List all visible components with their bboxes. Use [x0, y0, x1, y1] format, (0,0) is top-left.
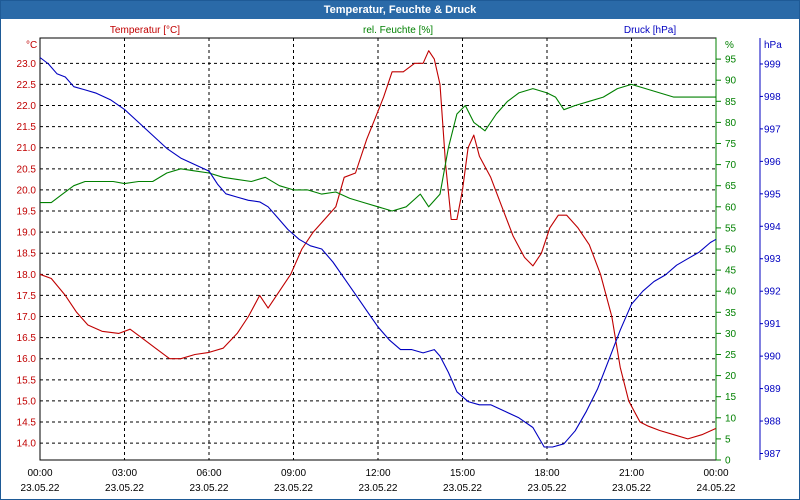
- x-tick-date-label: 23.05.22: [105, 483, 144, 494]
- hum-tick-label: 60: [725, 202, 737, 213]
- chart-title: Temperatur, Feuchte & Druck: [1, 1, 799, 19]
- x-tick-date-label: 23.05.22: [274, 483, 313, 494]
- press-tick-label: 995: [764, 189, 781, 200]
- hum-tick-label: 35: [725, 308, 737, 319]
- x-tick-time-label: 00:00: [703, 468, 728, 479]
- x-tick-date-label: 23.05.22: [612, 483, 651, 494]
- temp-tick-label: 21.5: [17, 122, 37, 133]
- temp-tick-label: 17.5: [17, 291, 37, 302]
- hum-tick-label: 50: [725, 245, 737, 256]
- hum-unit-label: %: [725, 40, 734, 51]
- temp-tick-label: 19.0: [17, 228, 37, 239]
- series-line-hum: [40, 83, 716, 212]
- temp-tick-label: 15.0: [17, 396, 37, 407]
- hum-tick-label: 95: [725, 55, 737, 66]
- hum-tick-label: 40: [725, 287, 737, 298]
- hum-tick-label: 70: [725, 160, 737, 171]
- x-tick-time-label: 06:00: [196, 468, 221, 479]
- temp-tick-label: 19.5: [17, 207, 37, 218]
- temp-tick-label: 14.5: [17, 418, 37, 429]
- x-tick-date-label: 23.05.22: [359, 483, 398, 494]
- x-tick-time-label: 18:00: [534, 468, 559, 479]
- press-tick-label: 997: [764, 124, 781, 135]
- x-tick-date-label: 23.05.22: [443, 483, 482, 494]
- temp-tick-label: 16.5: [17, 333, 37, 344]
- x-tick-date-label: 23.05.22: [190, 483, 229, 494]
- x-tick-date-label: 23.05.22: [528, 483, 567, 494]
- temp-tick-label: 20.5: [17, 164, 37, 175]
- hum-tick-label: 10: [725, 413, 737, 424]
- hum-tick-label: 25: [725, 350, 737, 361]
- hum-tick-label: 15: [725, 392, 737, 403]
- x-tick-time-label: 12:00: [365, 468, 390, 479]
- series-line-press: [39, 57, 717, 448]
- hum-tick-label: 55: [725, 223, 737, 234]
- temp-tick-label: 17.0: [17, 312, 37, 323]
- temp-tick-label: 20.0: [17, 185, 37, 196]
- x-tick-date-label: 24.05.22: [697, 483, 736, 494]
- x-tick-time-label: 21:00: [619, 468, 644, 479]
- hum-tick-label: 30: [725, 329, 737, 340]
- temp-tick-label: 18.0: [17, 270, 37, 281]
- temp-tick-label: 14.0: [17, 439, 37, 450]
- press-tick-label: 992: [764, 287, 781, 298]
- temp-tick-label: 22.5: [17, 80, 37, 91]
- temp-tick-label: 16.0: [17, 354, 37, 365]
- x-tick-date-label: 23.05.22: [21, 483, 60, 494]
- hum-tick-label: 90: [725, 76, 737, 87]
- x-tick-time-label: 09:00: [281, 468, 306, 479]
- temp-unit-label: °C: [26, 40, 37, 51]
- x-tick-time-label: 03:00: [112, 468, 137, 479]
- hum-tick-label: 80: [725, 118, 737, 129]
- hum-legend-label: rel. Feuchte [%]: [363, 25, 433, 36]
- x-tick-time-label: 00:00: [27, 468, 52, 479]
- press-tick-label: 994: [764, 222, 781, 233]
- press-tick-label: 989: [764, 384, 781, 395]
- temp-tick-label: 15.5: [17, 375, 37, 386]
- press-tick-label: 996: [764, 157, 781, 168]
- temp-tick-label: 23.0: [17, 59, 37, 70]
- press-tick-label: 998: [764, 92, 781, 103]
- press-tick-label: 990: [764, 352, 781, 363]
- hum-tick-label: 0: [725, 456, 731, 467]
- hum-tick-label: 5: [725, 434, 731, 445]
- hum-tick-label: 75: [725, 139, 737, 150]
- hum-tick-label: 65: [725, 181, 737, 192]
- temp-tick-label: 18.5: [17, 249, 37, 260]
- press-tick-label: 999: [764, 59, 781, 70]
- press-unit-label: hPa: [764, 40, 782, 51]
- press-tick-label: 987: [764, 449, 781, 460]
- hum-tick-label: 85: [725, 97, 737, 108]
- x-tick-time-label: 15:00: [450, 468, 475, 479]
- press-tick-label: 991: [764, 319, 781, 330]
- press-legend-label: Druck [hPa]: [624, 25, 676, 36]
- temp-tick-label: 21.0: [17, 143, 37, 154]
- hum-tick-label: 20: [725, 371, 737, 382]
- press-tick-label: 993: [764, 254, 781, 265]
- series-line-temp: [39, 50, 717, 440]
- press-tick-label: 988: [764, 417, 781, 428]
- hum-tick-label: 45: [725, 266, 737, 277]
- temp-legend-label: Temperatur [°C]: [110, 25, 180, 36]
- temp-tick-label: 22.0: [17, 101, 37, 112]
